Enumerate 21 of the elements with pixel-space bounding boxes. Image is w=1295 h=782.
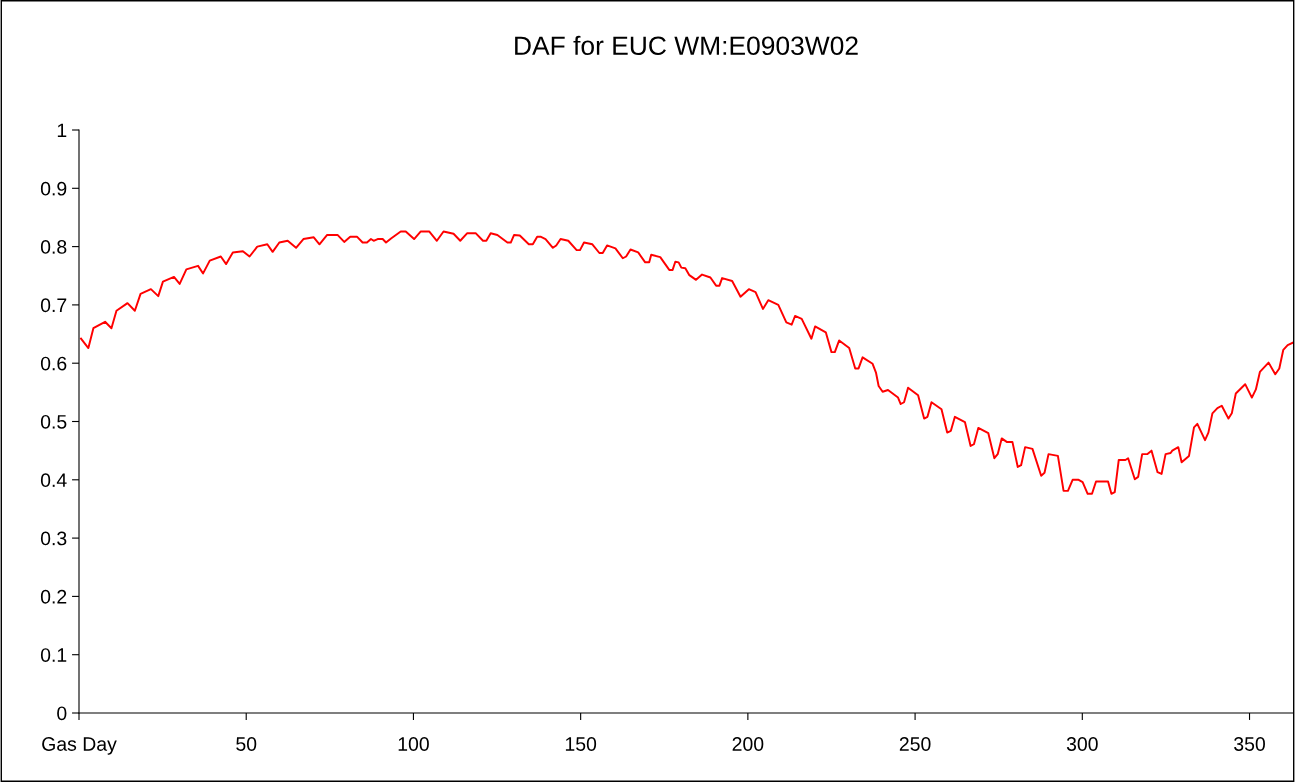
y-tick-label: 0.6	[40, 356, 67, 371]
y-tick-label: 0.9	[40, 181, 67, 196]
x-tick-label: 100	[398, 737, 429, 751]
y-tick-label: 0.3	[40, 531, 67, 546]
x-tick-label: 350	[1234, 737, 1265, 751]
x-tick-label: 150	[565, 737, 597, 751]
x-tick-label: 250	[899, 737, 931, 751]
x-tick-label: 200	[732, 737, 764, 751]
x-tick-label: 300	[1066, 737, 1098, 751]
y-tick-label: 0.2	[40, 589, 67, 604]
chart-title: DAF for EUC WM:E0903W02	[515, 35, 858, 56]
y-tick-label: 0.4	[40, 473, 67, 488]
y-tick-label: 0.8	[40, 240, 67, 254]
y-tick-label: 0.7	[40, 298, 67, 313]
y-tick-label: 0.5	[40, 414, 67, 429]
line-series	[80, 230, 1293, 495]
x-tick-label: 50	[236, 737, 257, 751]
y-tick-label: 0	[57, 706, 67, 721]
y-tick-label: 0.1	[40, 648, 67, 662]
x-tick-label: Gas Day	[42, 737, 117, 755]
y-tick-label: 1	[57, 123, 67, 138]
